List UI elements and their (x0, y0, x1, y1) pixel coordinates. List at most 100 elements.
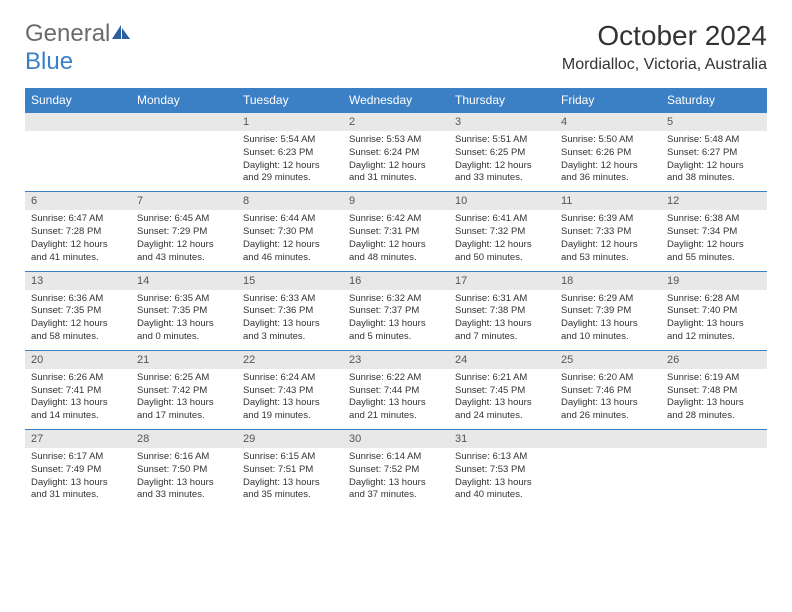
sunrise-text: Sunrise: 6:15 AM (243, 451, 337, 464)
sunrise-text: Sunrise: 6:47 AM (31, 213, 125, 226)
sunset-text: Sunset: 7:28 PM (31, 226, 125, 239)
sunrise-text: Sunrise: 6:16 AM (137, 451, 231, 464)
daylight-text: Daylight: 13 hours and 37 minutes. (349, 477, 443, 503)
daylight-text: Daylight: 12 hours and 38 minutes. (667, 160, 761, 186)
day-number: 12 (661, 192, 767, 210)
sunset-text: Sunset: 7:29 PM (137, 226, 231, 239)
sunrise-text: Sunrise: 6:32 AM (349, 293, 443, 306)
sunrise-text: Sunrise: 6:13 AM (455, 451, 549, 464)
day-content: Sunrise: 6:25 AMSunset: 7:42 PMDaylight:… (131, 369, 237, 429)
day-content: Sunrise: 6:16 AMSunset: 7:50 PMDaylight:… (131, 448, 237, 508)
day-number: 13 (25, 272, 131, 290)
day-header: Sunday (25, 88, 131, 113)
daylight-text: Daylight: 13 hours and 14 minutes. (31, 397, 125, 423)
title-block: October 2024 Mordialloc, Victoria, Austr… (562, 20, 767, 74)
day-number: 23 (343, 351, 449, 369)
sunset-text: Sunset: 7:37 PM (349, 305, 443, 318)
day-header: Tuesday (237, 88, 343, 113)
daylight-text: Daylight: 12 hours and 41 minutes. (31, 239, 125, 265)
day-number: 10 (449, 192, 555, 210)
sunset-text: Sunset: 6:24 PM (349, 147, 443, 160)
logo: General Blue (25, 20, 132, 76)
daylight-text: Daylight: 13 hours and 12 minutes. (667, 318, 761, 344)
sunset-text: Sunset: 6:26 PM (561, 147, 655, 160)
daylight-text: Daylight: 13 hours and 28 minutes. (667, 397, 761, 423)
calendar-cell (131, 113, 237, 192)
day-number (131, 113, 237, 131)
calendar-cell: 8Sunrise: 6:44 AMSunset: 7:30 PMDaylight… (237, 192, 343, 271)
calendar-cell: 31Sunrise: 6:13 AMSunset: 7:53 PMDayligh… (449, 430, 555, 509)
day-number: 4 (555, 113, 661, 131)
daylight-text: Daylight: 13 hours and 21 minutes. (349, 397, 443, 423)
logo-text-general: General (25, 20, 110, 47)
sunrise-text: Sunrise: 6:29 AM (561, 293, 655, 306)
sunrise-text: Sunrise: 6:38 AM (667, 213, 761, 226)
sunrise-text: Sunrise: 6:22 AM (349, 372, 443, 385)
day-content: Sunrise: 6:13 AMSunset: 7:53 PMDaylight:… (449, 448, 555, 508)
day-content: Sunrise: 6:44 AMSunset: 7:30 PMDaylight:… (237, 210, 343, 270)
calendar-cell: 20Sunrise: 6:26 AMSunset: 7:41 PMDayligh… (25, 350, 131, 429)
daylight-text: Daylight: 12 hours and 55 minutes. (667, 239, 761, 265)
sunset-text: Sunset: 7:40 PM (667, 305, 761, 318)
day-content: Sunrise: 6:31 AMSunset: 7:38 PMDaylight:… (449, 290, 555, 350)
calendar-row: 1Sunrise: 5:54 AMSunset: 6:23 PMDaylight… (25, 113, 767, 192)
sunrise-text: Sunrise: 5:50 AM (561, 134, 655, 147)
sunset-text: Sunset: 7:50 PM (137, 464, 231, 477)
calendar-cell: 29Sunrise: 6:15 AMSunset: 7:51 PMDayligh… (237, 430, 343, 509)
calendar-cell: 27Sunrise: 6:17 AMSunset: 7:49 PMDayligh… (25, 430, 131, 509)
sunset-text: Sunset: 6:25 PM (455, 147, 549, 160)
day-header: Friday (555, 88, 661, 113)
daylight-text: Daylight: 12 hours and 29 minutes. (243, 160, 337, 186)
sunrise-text: Sunrise: 6:45 AM (137, 213, 231, 226)
logo-text: General Blue (25, 20, 132, 76)
sunset-text: Sunset: 7:32 PM (455, 226, 549, 239)
day-number: 6 (25, 192, 131, 210)
daylight-text: Daylight: 12 hours and 46 minutes. (243, 239, 337, 265)
day-number: 31 (449, 430, 555, 448)
sunset-text: Sunset: 7:33 PM (561, 226, 655, 239)
day-content: Sunrise: 6:32 AMSunset: 7:37 PMDaylight:… (343, 290, 449, 350)
day-number: 20 (25, 351, 131, 369)
day-content: Sunrise: 6:35 AMSunset: 7:35 PMDaylight:… (131, 290, 237, 350)
sunset-text: Sunset: 7:42 PM (137, 385, 231, 398)
calendar-cell: 25Sunrise: 6:20 AMSunset: 7:46 PMDayligh… (555, 350, 661, 429)
day-content: Sunrise: 6:28 AMSunset: 7:40 PMDaylight:… (661, 290, 767, 350)
daylight-text: Daylight: 13 hours and 10 minutes. (561, 318, 655, 344)
sunset-text: Sunset: 7:39 PM (561, 305, 655, 318)
daylight-text: Daylight: 13 hours and 3 minutes. (243, 318, 337, 344)
day-content: Sunrise: 6:14 AMSunset: 7:52 PMDaylight:… (343, 448, 449, 508)
day-content: Sunrise: 5:48 AMSunset: 6:27 PMDaylight:… (661, 131, 767, 191)
day-number: 22 (237, 351, 343, 369)
day-number (661, 430, 767, 448)
day-header: Saturday (661, 88, 767, 113)
sunrise-text: Sunrise: 6:44 AM (243, 213, 337, 226)
calendar-cell: 30Sunrise: 6:14 AMSunset: 7:52 PMDayligh… (343, 430, 449, 509)
sunset-text: Sunset: 7:51 PM (243, 464, 337, 477)
sunrise-text: Sunrise: 6:42 AM (349, 213, 443, 226)
day-number: 18 (555, 272, 661, 290)
day-number: 29 (237, 430, 343, 448)
calendar-cell: 14Sunrise: 6:35 AMSunset: 7:35 PMDayligh… (131, 271, 237, 350)
calendar-cell: 9Sunrise: 6:42 AMSunset: 7:31 PMDaylight… (343, 192, 449, 271)
sunset-text: Sunset: 7:34 PM (667, 226, 761, 239)
calendar-cell: 5Sunrise: 5:48 AMSunset: 6:27 PMDaylight… (661, 113, 767, 192)
daylight-text: Daylight: 12 hours and 58 minutes. (31, 318, 125, 344)
daylight-text: Daylight: 12 hours and 31 minutes. (349, 160, 443, 186)
calendar-cell: 15Sunrise: 6:33 AMSunset: 7:36 PMDayligh… (237, 271, 343, 350)
location: Mordialloc, Victoria, Australia (562, 56, 767, 74)
day-content: Sunrise: 6:19 AMSunset: 7:48 PMDaylight:… (661, 369, 767, 429)
day-content: Sunrise: 6:42 AMSunset: 7:31 PMDaylight:… (343, 210, 449, 270)
day-number: 16 (343, 272, 449, 290)
day-content: Sunrise: 6:41 AMSunset: 7:32 PMDaylight:… (449, 210, 555, 270)
sunrise-text: Sunrise: 6:14 AM (349, 451, 443, 464)
day-number: 5 (661, 113, 767, 131)
daylight-text: Daylight: 13 hours and 17 minutes. (137, 397, 231, 423)
daylight-text: Daylight: 12 hours and 53 minutes. (561, 239, 655, 265)
daylight-text: Daylight: 13 hours and 0 minutes. (137, 318, 231, 344)
month-title: October 2024 (562, 20, 767, 52)
day-content: Sunrise: 6:24 AMSunset: 7:43 PMDaylight:… (237, 369, 343, 429)
sunrise-text: Sunrise: 6:20 AM (561, 372, 655, 385)
day-content: Sunrise: 6:45 AMSunset: 7:29 PMDaylight:… (131, 210, 237, 270)
daylight-text: Daylight: 13 hours and 33 minutes. (137, 477, 231, 503)
calendar-row: 20Sunrise: 6:26 AMSunset: 7:41 PMDayligh… (25, 350, 767, 429)
